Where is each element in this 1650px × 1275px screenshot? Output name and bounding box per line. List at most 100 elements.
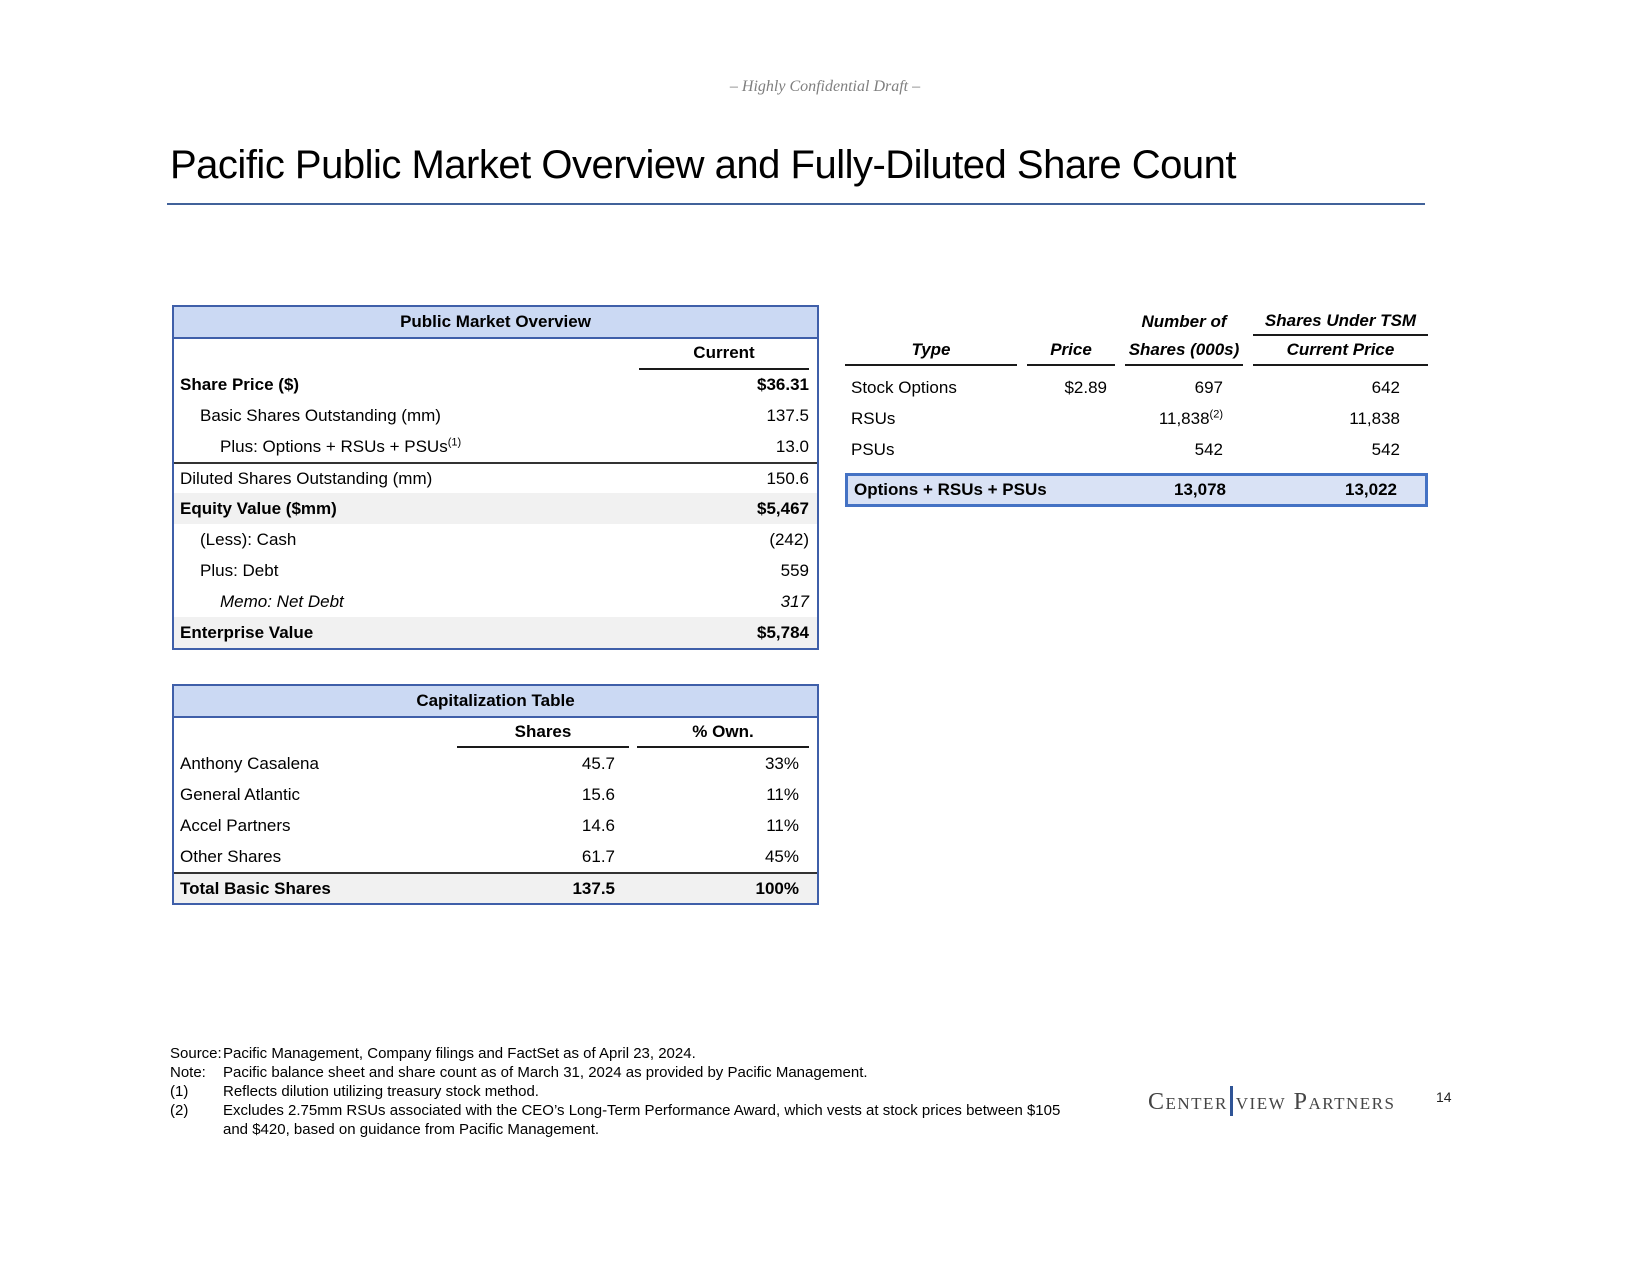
tsm-header-row-2: Type Price Shares (000s) Current Price [845, 336, 1428, 366]
tsm-share-count-table: Number of Shares Under TSM Type Price Sh… [845, 308, 1428, 507]
row-label: Memo: Net Debt [220, 591, 344, 611]
table-row-rsus: RSUs 11,838(2) 11,838 [845, 403, 1428, 434]
row-value: 559 [780, 560, 809, 580]
footnotes: Source: Pacific Management, Company fili… [170, 1044, 1068, 1139]
footnote-1-text: Reflects dilution utilizing treasury sto… [223, 1083, 539, 1100]
row-label: Enterprise Value [180, 622, 314, 642]
note-label: Note: [170, 1064, 206, 1081]
shares-column-header: Shares [457, 718, 629, 748]
total-own: 100% [755, 878, 799, 898]
total-label: Options + RSUs + PSUs [854, 480, 1047, 499]
tsm-header-row-1: Number of Shares Under TSM [845, 308, 1428, 336]
footnote-marker-1: (1) [447, 435, 462, 448]
table-row-equity-value: Equity Value ($mm) $5,467 [174, 493, 817, 524]
number-of-header: Number of [1141, 312, 1227, 331]
centerview-partners-logo: Center view Partners [1148, 1086, 1395, 1116]
row-value: 13.0 [775, 436, 809, 456]
row-label: Plus: Options + RSUs + PSUs(1) [180, 435, 639, 457]
table-row-less-cash: (Less): Cash (242) [174, 524, 817, 555]
row-label: Plus: Debt [200, 560, 279, 580]
table-row-accel-partners: Accel Partners 14.6 11% [174, 810, 817, 841]
page-title: Pacific Public Market Overview and Fully… [170, 143, 1237, 187]
capitalization-table: Capitalization Table Shares % Own. Antho… [172, 684, 819, 905]
total-shares: 137.5 [572, 878, 615, 898]
total-tsm: 13,022 [1345, 480, 1397, 499]
table-row-stock-options: Stock Options $2.89 697 642 [845, 372, 1428, 403]
row-label-text: Plus: Options + RSUs + PSUs [220, 436, 448, 456]
row-label: Anthony Casalena [180, 753, 319, 773]
tsm-table-body: Stock Options $2.89 697 642 RSUs 11,838(… [845, 372, 1428, 465]
logo-text-view-partners: view Partners [1235, 1089, 1396, 1115]
table-row-diluted-shares: Diluted Shares Outstanding (mm) 150.6 [174, 462, 817, 493]
footnote-2: (2) Excludes 2.75mm RSUs associated with… [170, 1101, 1068, 1139]
footnote-1: (1) Reflects dilution utilizing treasury… [170, 1082, 1068, 1101]
footnote-marker-2: (2) [1209, 407, 1223, 420]
row-label: Equity Value ($mm) [180, 498, 337, 518]
current-column-header: Current [639, 338, 809, 370]
cell-shares: 15.6 [581, 784, 615, 804]
confidential-banner: – Highly Confidential Draft – [729, 78, 921, 95]
source-text: Pacific Management, Company filings and … [223, 1045, 696, 1062]
capitalization-table-title: Capitalization Table [174, 686, 817, 718]
empty-header-cell [845, 309, 1017, 335]
table-row-general-atlantic: General Atlantic 15.6 11% [174, 779, 817, 810]
cell-shares-text: 11,838 [1158, 408, 1210, 428]
cell-own: 11% [766, 784, 799, 804]
row-label: Other Shares [180, 846, 282, 866]
logo-text-center: Center [1148, 1089, 1228, 1115]
cell-type: PSUs [851, 439, 895, 459]
row-label: Share Price ($) [180, 374, 300, 394]
table-row-total-basic-shares: Total Basic Shares 137.5 100% [174, 872, 817, 903]
public-market-overview-title: Public Market Overview [174, 307, 817, 339]
source-label: Source: [170, 1045, 222, 1062]
row-value: $5,467 [757, 498, 809, 518]
table-row-psus: PSUs 542 542 [845, 434, 1428, 465]
row-label: (Less): Cash [200, 529, 297, 549]
type-column-header: Type [845, 336, 1017, 366]
cap-table-column-header-row: Shares % Own. [174, 718, 817, 748]
total-label: Total Basic Shares [180, 878, 331, 898]
public-market-column-header-row: Current [174, 338, 817, 370]
table-row-anthony-casalena: Anthony Casalena 45.7 33% [174, 748, 817, 779]
cell-own: 33% [764, 753, 799, 773]
title-rule [167, 203, 1425, 205]
source-line: Source: Pacific Management, Company fili… [170, 1044, 1068, 1063]
cell-shares: 45.7 [581, 753, 615, 773]
table-row-plus-debt: Plus: Debt 559 [174, 555, 817, 586]
cell-own: 45% [764, 846, 799, 866]
cell-shares: 14.6 [581, 815, 615, 835]
cell-shares: 542 [1194, 439, 1223, 459]
note-text: Pacific balance sheet and share count as… [223, 1064, 868, 1081]
footnote-2-text: Excludes 2.75mm RSUs associated with the… [223, 1102, 1061, 1138]
row-label: Basic Shares Outstanding (mm) [200, 405, 441, 425]
table-row-share-price: Share Price ($) $36.31 [174, 369, 817, 400]
price-column-header: Price [1027, 336, 1115, 366]
row-value: 150.6 [766, 468, 809, 488]
table-row-plus-options: Plus: Options + RSUs + PSUs(1) 13.0 [174, 431, 817, 462]
shares-000s-column-header: Shares (000s) [1125, 336, 1243, 366]
cell-tsm: 642 [1371, 377, 1400, 397]
cell-shares: 11,838(2) [1125, 407, 1243, 429]
shares-under-tsm-header: Shares Under TSM [1253, 308, 1428, 336]
cell-price: $2.89 [1064, 377, 1107, 397]
empty-header-cell [1027, 309, 1115, 335]
table-row-basic-shares: Basic Shares Outstanding (mm) 137.5 [174, 400, 817, 431]
cell-tsm: 11,838 [1349, 408, 1400, 428]
cell-type: RSUs [851, 408, 896, 428]
row-label: General Atlantic [180, 784, 301, 804]
row-label: Accel Partners [180, 815, 291, 835]
row-value: (242) [769, 529, 809, 549]
public-market-overview-table: Public Market Overview Current Share Pri… [172, 305, 819, 650]
cell-shares: 697 [1194, 377, 1223, 397]
current-price-column-header: Current Price [1253, 336, 1428, 366]
total-shares: 13,078 [1174, 480, 1226, 499]
row-value: 317 [780, 591, 809, 611]
footnote-1-label: (1) [170, 1083, 189, 1100]
row-label: Diluted Shares Outstanding (mm) [180, 468, 433, 488]
cell-shares: 61.7 [581, 846, 615, 866]
logo-divider-bar [1229, 1086, 1233, 1116]
cell-tsm: 542 [1371, 439, 1400, 459]
row-value: $36.31 [757, 374, 809, 394]
page-number: 14 [1436, 1089, 1452, 1105]
cell-type: Stock Options [851, 377, 957, 397]
